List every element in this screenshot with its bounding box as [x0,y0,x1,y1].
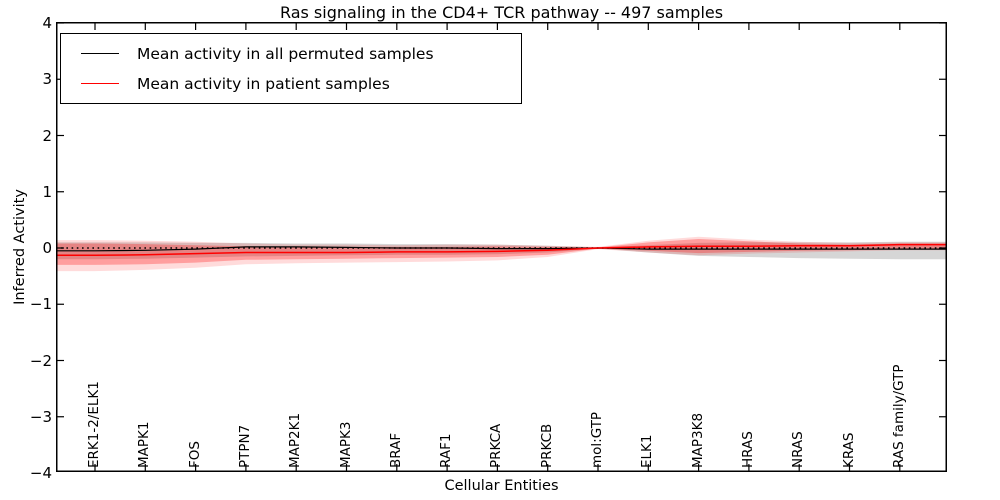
patient-samples-outer-std-band [56,236,947,272]
x-tick-label: MAP3K8 [689,412,706,468]
plot-area [56,22,947,472]
axis-ticks [57,22,946,471]
x-tick-label: KRAS [840,432,857,469]
x-tick-label: PRKCA [488,423,505,468]
y-tick-label: 2 [42,126,52,145]
x-tick-label: PTPN7 [236,424,253,468]
axes-frame [56,22,947,472]
y-tick-label: 1 [42,182,52,201]
x-tick-label: PRKCB [538,423,555,468]
Mean-activity-in-all-permuted-samples-line [56,246,947,252]
y-tick-label: −2 [29,351,52,370]
y-tick-label: 3 [42,70,52,89]
x-tick-label: FOS [186,441,203,468]
y-tick-label: −4 [29,464,52,482]
legend-box: Mean activity in all permuted samples Me… [60,33,522,104]
legend-entry-permuted: Mean activity in all permuted samples [73,43,521,64]
x-tick-label: ELK1 [639,434,656,469]
y-tick-label: −3 [29,407,52,426]
legend-label: Mean activity in patient samples [137,74,390,93]
legend-entry-patient: Mean activity in patient samples [73,73,521,94]
x-tick-label: MAP2K1 [287,412,304,468]
legend-line-sample-red [81,83,119,84]
x-axis-label: Cellular Entities [444,478,559,494]
x-tick-label: mol:GTP [589,411,605,468]
x-tick-label: BRAF [387,432,404,468]
x-tick-label: ERK1-2/ELK1 [86,381,102,468]
legend-label: Mean activity in all permuted samples [137,44,434,63]
x-tick-label: RAF1 [438,433,455,468]
Mean-activity-in-patient-samples-line [56,243,947,257]
y-tick-label: 0 [42,239,52,257]
x-tick-label: NRAS [790,431,807,468]
x-tick-label: HRAS [739,431,756,468]
chart-title: Ras signaling in the CD4+ TCR pathway --… [279,3,724,22]
x-tick-label: MAPK1 [136,421,153,468]
y-tick-label: −1 [29,295,52,314]
y-tick-label: 4 [42,14,52,32]
legend-line-sample-black [81,53,119,54]
x-tick-label: MAPK3 [337,421,354,468]
x-tick-label: RAS family/GTP [890,364,907,468]
